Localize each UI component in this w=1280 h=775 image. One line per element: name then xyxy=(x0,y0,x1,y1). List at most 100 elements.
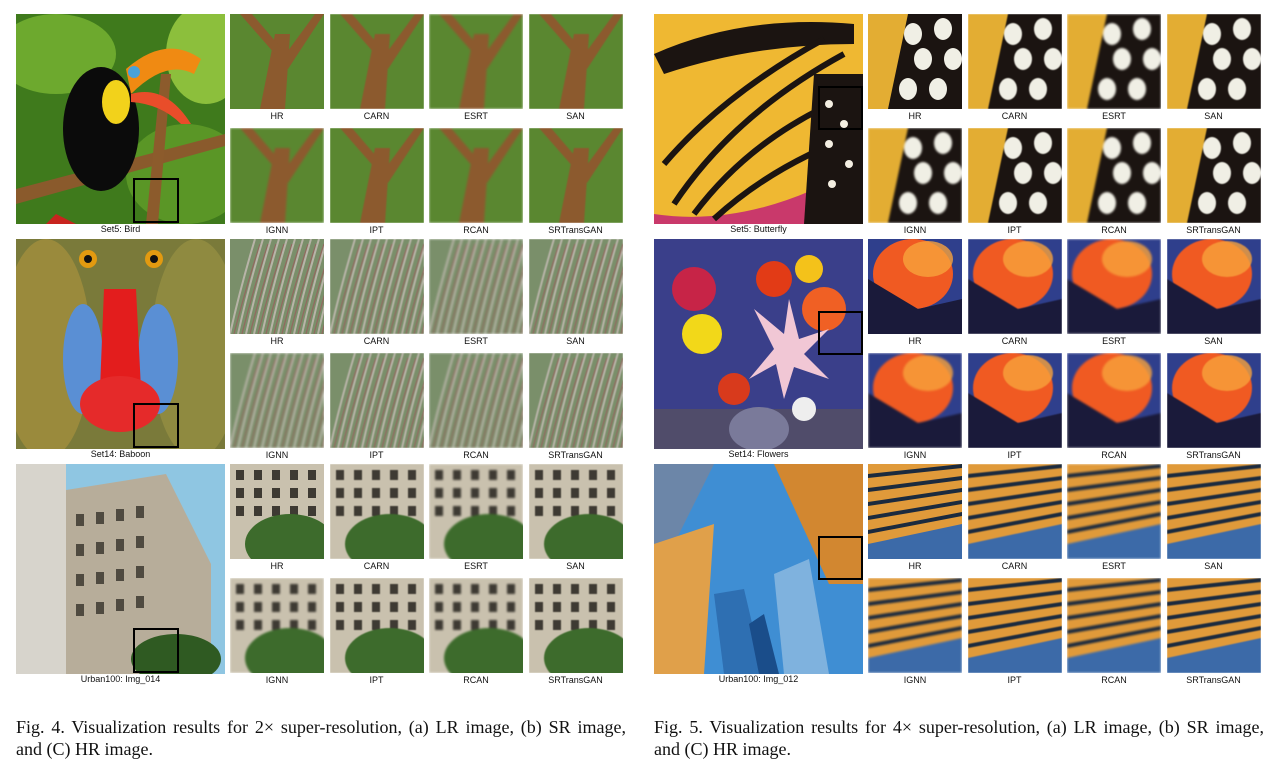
method-label: RCAN xyxy=(463,450,489,460)
fig5-row-flowers: Set14: Flowers HR CARN ESRT SAN IGNN IPT… xyxy=(654,239,1264,463)
method-label: CARN xyxy=(1001,336,1028,346)
method-label: SAN xyxy=(1204,111,1223,121)
result-thumbnail xyxy=(230,14,324,109)
result-thumbnail xyxy=(429,578,523,673)
method-label: CARN xyxy=(1001,111,1028,121)
result-thumbnail xyxy=(329,464,424,559)
method-label: SRTransGAN xyxy=(548,675,603,685)
result-thumbnail xyxy=(329,353,424,448)
method-label: CARN xyxy=(363,561,390,571)
method-label: SAN xyxy=(1204,336,1223,346)
method-label: IGNN xyxy=(265,675,289,685)
result-thumbnail xyxy=(1067,353,1161,448)
method-label: RCAN xyxy=(1101,225,1127,235)
method-label: HR xyxy=(270,561,284,571)
urban-014-lr-image xyxy=(16,464,225,674)
result-thumbnail xyxy=(1166,578,1261,673)
result-thumbnail xyxy=(429,14,523,109)
baboon-lr-image xyxy=(16,239,225,449)
fig4-row-urban: Urban100: Img_014 HR CARN ESRT SAN IGNN IPT RC… xyxy=(16,464,626,688)
result-thumbnail xyxy=(329,128,424,223)
result-thumbnail xyxy=(1166,14,1261,109)
result-thumbnail xyxy=(868,464,962,559)
method-label: IGNN xyxy=(903,225,927,235)
result-thumbnail xyxy=(967,464,1062,559)
result-thumbnail xyxy=(329,239,424,334)
result-thumbnail xyxy=(967,128,1062,223)
result-thumbnail xyxy=(329,578,424,673)
result-thumbnail xyxy=(1067,14,1161,109)
result-thumbnail xyxy=(528,128,623,223)
butterfly-lr-image xyxy=(654,14,863,224)
method-label: ESRT xyxy=(464,336,488,346)
method-label: SRTransGAN xyxy=(548,450,603,460)
method-label: IPT xyxy=(1007,450,1022,460)
flowers-lr-image xyxy=(654,239,863,449)
urban-012-lr-image xyxy=(654,464,863,674)
result-thumbnail xyxy=(1166,353,1261,448)
result-thumbnail xyxy=(429,128,523,223)
method-label: SAN xyxy=(1204,561,1223,571)
method-label: SRTransGAN xyxy=(1186,450,1241,460)
result-thumbnail xyxy=(429,239,523,334)
result-thumbnail xyxy=(1166,239,1261,334)
result-thumbnail xyxy=(528,464,623,559)
result-thumbnail xyxy=(967,239,1062,334)
fig4-caption: Fig. 4. Visualization results for 2× sup… xyxy=(16,717,626,759)
method-label: ESRT xyxy=(1102,111,1126,121)
result-thumbnail xyxy=(1067,128,1161,223)
result-thumbnail xyxy=(230,128,324,223)
method-label: IPT xyxy=(369,450,384,460)
method-label: HR xyxy=(908,561,922,571)
urban-012-image-label: Urban100: Img_012 xyxy=(718,674,799,684)
result-thumbnail xyxy=(429,464,523,559)
method-label: HR xyxy=(908,336,922,346)
method-label: ESRT xyxy=(464,111,488,121)
method-label: CARN xyxy=(363,111,390,121)
bird-image-label: Set5: Bird xyxy=(100,224,141,234)
method-label: IGNN xyxy=(903,450,927,460)
result-thumbnail xyxy=(329,14,424,109)
result-thumbnail xyxy=(528,14,623,109)
method-label: CARN xyxy=(1001,561,1028,571)
result-thumbnail xyxy=(528,578,623,673)
method-label: HR xyxy=(270,111,284,121)
result-thumbnail xyxy=(429,353,523,448)
method-label: ESRT xyxy=(1102,336,1126,346)
result-thumbnail xyxy=(528,239,623,334)
fig5-row-urban: Urban100: Img_012 HR CARN ESRT SAN IGNN … xyxy=(654,464,1264,688)
method-label: SRTransGAN xyxy=(548,225,603,235)
result-thumbnail xyxy=(868,578,962,673)
method-label: IGNN xyxy=(265,225,289,235)
method-label: RCAN xyxy=(1101,675,1127,685)
result-thumbnail xyxy=(967,353,1062,448)
result-thumbnail xyxy=(868,128,962,223)
result-thumbnail xyxy=(967,578,1062,673)
fig5-row-butterfly: Set5: Butterfly HR CARN ESRT SAN IGNN IP… xyxy=(654,14,1264,238)
result-thumbnail xyxy=(868,239,962,334)
bird-lr-image xyxy=(16,14,225,224)
result-thumbnail xyxy=(1067,239,1161,334)
result-thumbnail xyxy=(230,353,324,448)
baboon-image-label: Set14: Baboon xyxy=(90,449,151,459)
result-thumbnail xyxy=(868,14,962,109)
method-label: HR xyxy=(270,336,284,346)
fig4-row-bird: Set5: Bird HR CARN ESRT SAN IGNN IP xyxy=(16,14,626,238)
result-thumbnail xyxy=(230,239,324,334)
method-label: RCAN xyxy=(463,225,489,235)
method-label: ESRT xyxy=(464,561,488,571)
urban-014-image-label: Urban100: Img_014 xyxy=(80,674,161,684)
result-thumbnail xyxy=(967,14,1062,109)
result-thumbnail xyxy=(1067,464,1161,559)
fig5-caption: Fig. 5. Visualization results for 4× sup… xyxy=(654,717,1264,759)
method-label: RCAN xyxy=(1101,450,1127,460)
method-label: ESRT xyxy=(1102,561,1126,571)
fig4-row-baboon: Set14: Baboon HR CARN ESRT SAN IGNN IPT RCAN SR… xyxy=(16,239,626,463)
method-label: SRTransGAN xyxy=(1186,225,1241,235)
method-label: SRTransGAN xyxy=(1186,675,1241,685)
method-label: SAN xyxy=(566,111,585,121)
method-label: RCAN xyxy=(463,675,489,685)
method-label: IPT xyxy=(369,225,384,235)
method-label: SAN xyxy=(566,561,585,571)
method-label: SAN xyxy=(566,336,585,346)
